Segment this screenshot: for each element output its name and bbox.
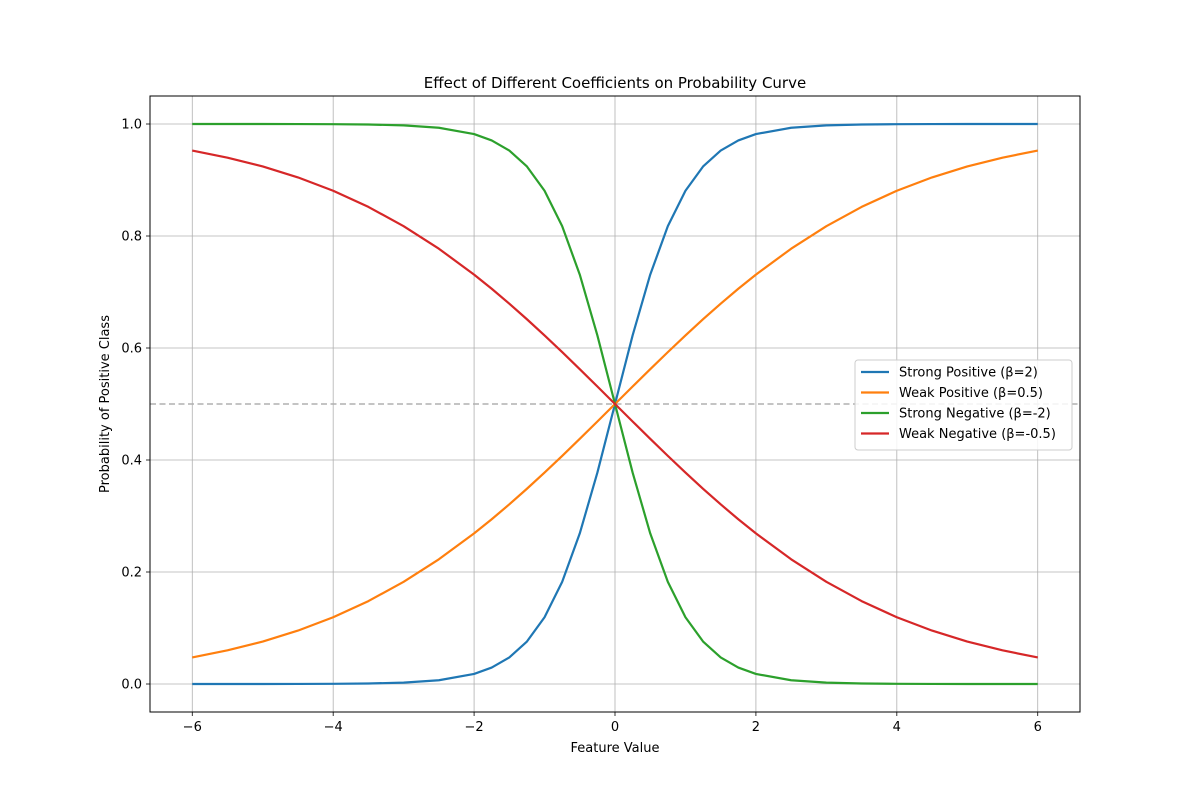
legend-label: Strong Positive (β=2)	[899, 366, 1038, 381]
legend-label: Weak Positive (β=0.5)	[899, 386, 1043, 401]
series-lines	[192, 122, 1038, 686]
y-tick-label: 1.0	[121, 118, 142, 133]
chart-title: Effect of Different Coefficients on Prob…	[424, 74, 806, 92]
y-tick-label: 0.6	[121, 342, 142, 357]
legend-label: Strong Negative (β=-2)	[899, 407, 1051, 422]
y-axis-label: Probability of Positive Class	[98, 315, 113, 493]
y-tick-label: 0.8	[121, 230, 142, 245]
series-line-4	[192, 149, 1038, 659]
legend-box	[854, 359, 1073, 451]
legend-label: Weak Negative (β=-0.5)	[899, 427, 1056, 442]
y-tick-label: 0.0	[121, 678, 142, 693]
y-tick-label: 0.4	[121, 454, 142, 469]
x-tick-label: 6	[1034, 720, 1042, 735]
x-axis-ticks: −6 −4 −2 0 2 4 6	[183, 712, 1042, 735]
x-tick-label: −6	[183, 720, 202, 735]
y-tick-label: 0.2	[121, 566, 142, 581]
x-tick-label: −4	[324, 720, 343, 735]
x-tick-label: 4	[893, 720, 901, 735]
x-tick-label: −2	[465, 720, 484, 735]
x-tick-label: 2	[752, 720, 760, 735]
y-axis-ticks: 0.0 0.2 0.4 0.6 0.8 1.0	[121, 118, 150, 693]
x-tick-label: 0	[611, 720, 619, 735]
legend: Strong Positive (β=2) Weak Positive (β=0.…	[854, 359, 1073, 451]
x-axis-label: Feature Value	[571, 741, 660, 756]
